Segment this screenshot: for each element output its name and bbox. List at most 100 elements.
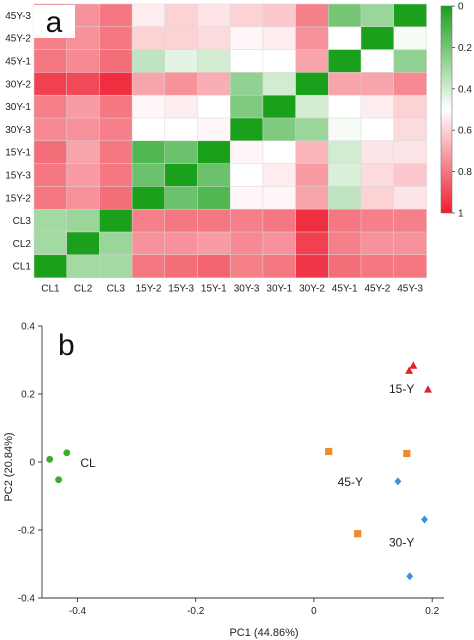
heatmap-column-label: 30Y-3 [234,284,260,295]
heatmap-cell [99,94,133,119]
panel-a-label-box [34,5,75,38]
group-label: 45-Y [338,475,363,489]
heatmap-cell [197,254,231,279]
heatmap-cell [229,186,264,210]
heatmap-cell [197,26,231,51]
heatmap-cell [360,94,395,119]
heatmap-cell [295,208,329,233]
heatmap-cell [360,208,395,233]
heatmap-cell [131,49,166,73]
heatmap-cell [164,186,198,210]
y-tick-label: 0 [29,458,35,469]
heatmap-cell [131,140,166,165]
y-axis-ticks: 0.4 0.2 0 -0.2 -0.4 [18,322,42,605]
data-point-15-y [409,361,418,369]
colorbar-tick-label: 0.4 [458,84,472,95]
data-point-30-y [421,515,428,524]
heatmap-cell [197,231,231,256]
heatmap-cell [295,140,329,165]
heatmap-cells [33,3,427,279]
heatmap-cell [164,163,198,187]
data-point-15-y [424,385,432,393]
heatmap-cell [164,72,198,96]
heatmap-cell [131,186,166,210]
heatmap-cell [295,94,329,119]
heatmap-cell [393,3,427,28]
heatmap-cell [33,186,68,210]
heatmap-cell [262,26,297,51]
heatmap-cell [33,208,68,233]
heatmap-cell [229,94,264,119]
heatmap-cell [131,208,166,233]
heatmap-cell [99,140,133,165]
heatmap-cell [131,254,166,279]
heatmap-cell [197,208,231,233]
heatmap-cell [197,49,231,73]
heatmap-column-label: 45Y-2 [365,284,391,295]
heatmap-cell [393,94,427,119]
heatmap-row-label: 15Y-1 [5,148,31,159]
heatmap-cell [229,26,264,51]
heatmap-cell [66,186,100,210]
heatmap-cell [393,49,427,73]
heatmap-cell [164,3,198,28]
heatmap-cell [197,186,231,210]
heatmap-cell [295,72,329,96]
heatmap-cell [328,254,362,279]
heatmap-cell [262,163,297,187]
heatmap-cell [66,208,100,233]
heatmap-cell [262,3,297,28]
heatmap-cell [99,26,133,51]
heatmap-cell [328,117,362,142]
heatmap-cell [229,140,264,165]
panel-a-label: a [46,6,63,39]
heatmap-cell [360,163,395,187]
heatmap-cell [99,254,133,279]
heatmap-cell [262,254,297,279]
heatmap-cell [328,208,362,233]
colorbar-tick-label: 0.6 [458,126,472,137]
heatmap-cell [295,186,329,210]
heatmap-column-label: 45Y-3 [397,284,423,295]
heatmap-cell [360,231,395,256]
heatmap-cell [393,163,427,187]
heatmap-cell [262,140,297,165]
data-point-30-y [394,477,402,486]
data-point-30-y [406,572,414,581]
x-tick-label: 0 [311,606,317,617]
heatmap-row-label: 45Y-2 [5,34,31,45]
heatmap-column-label: CL3 [107,284,126,295]
heatmap-cell [99,163,133,187]
heatmap-cell [99,231,133,256]
colorbar-tick-label: 0.2 [458,43,472,54]
heatmap-cell [197,3,231,28]
heatmap-cell [229,72,264,96]
x-tick-label: 0.2 [425,606,439,617]
heatmap-cell [360,140,395,165]
group-labels: CL 15-Y 45-Y 30-Y [80,382,414,550]
heatmap-cell [99,49,133,73]
heatmap-cell [99,208,133,233]
heatmap-row-label: CL3 [13,216,32,227]
heatmap-cell [360,117,395,142]
heatmap-cell [164,254,198,279]
heatmap-row-label: CL2 [13,239,32,250]
heatmap-cell [393,231,427,256]
x-axis-label: PC1 (44.86%) [229,627,298,639]
heatmap-cell [262,231,297,256]
heatmap-cell [360,49,395,73]
heatmap-cell [393,186,427,210]
group-label: CL [80,456,96,470]
group-label: 30-Y [389,536,414,550]
heatmap-cell [229,117,264,142]
colorbar-ticks: 0 0.2 0.4 0.6 0.8 1 [452,2,472,220]
heatmap-cell [393,208,427,233]
heatmap-cell [99,72,133,96]
heatmap-row-label: 15Y-3 [5,171,31,182]
heatmap-cell [328,72,362,96]
heatmap-row-label: 30Y-3 [5,125,31,136]
heatmap-cell [33,94,68,119]
heatmap-cell [328,3,362,28]
colorbar-tick-label: 1 [458,209,464,220]
